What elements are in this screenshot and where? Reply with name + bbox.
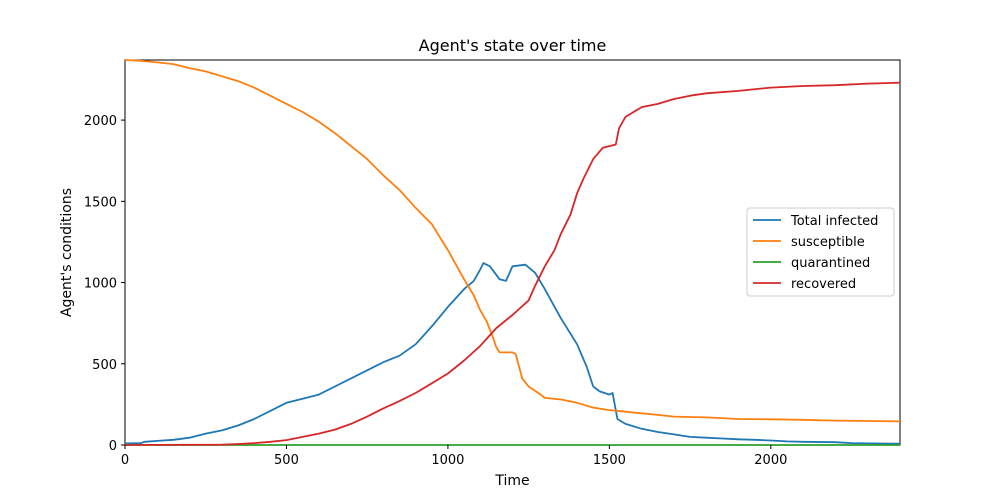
legend-label: recovered xyxy=(791,277,856,292)
series-line-susceptible xyxy=(124,59,901,423)
x-axis-label: Time xyxy=(494,473,529,489)
x-tick-label: 0 xyxy=(121,453,129,468)
y-tick-label: 0 xyxy=(109,439,117,454)
legend-label: quarantined xyxy=(791,256,870,271)
legend-label: Total infected xyxy=(790,214,878,229)
y-axis-label: Agent's conditions xyxy=(59,188,75,317)
x-tick-label: 500 xyxy=(274,453,299,468)
x-tick-label: 1500 xyxy=(593,453,626,468)
x-axis: 0 500 1000 1500 2000 xyxy=(121,445,787,468)
y-tick-label: 500 xyxy=(92,358,117,373)
x-tick-label: 1000 xyxy=(431,453,464,468)
y-tick-label: 2000 xyxy=(84,114,117,129)
y-tick-label: 1000 xyxy=(84,277,117,292)
y-tick-label: 1500 xyxy=(84,195,117,210)
chart-title: Agent's state over time xyxy=(419,36,607,55)
series-line-recovered xyxy=(124,81,901,446)
y-axis: 0 500 1000 1500 2000 xyxy=(84,114,125,454)
x-tick-label: 2000 xyxy=(754,453,787,468)
legend-label: susceptible xyxy=(791,235,865,250)
legend-box xyxy=(746,207,895,297)
series-line-total-infected xyxy=(124,262,901,445)
legend: Total infected susceptible quarantined reco… xyxy=(746,207,895,297)
